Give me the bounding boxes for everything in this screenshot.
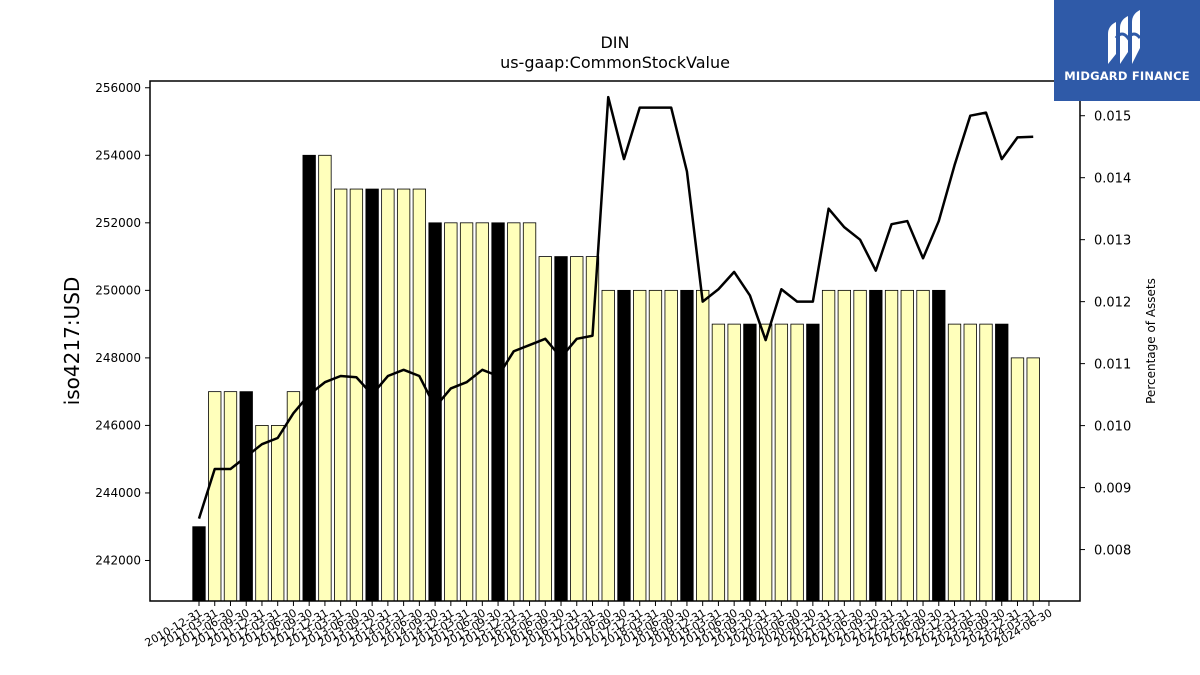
plot-frame [149, 80, 1081, 602]
bar [491, 222, 505, 602]
bar [617, 289, 631, 602]
y-tick-label: 254000 [95, 148, 141, 162]
bar [428, 222, 442, 602]
y-tick-label: 244000 [95, 486, 141, 500]
bar [979, 323, 993, 602]
y2-axis-label: Percentage of Assets [1144, 278, 1158, 404]
brand-logo: MIDGARD FINANCE [1054, 0, 1200, 101]
bar [538, 256, 552, 602]
bar [758, 323, 773, 602]
bar [570, 256, 584, 602]
bar [837, 289, 851, 602]
y2-tick-label: 0.013 [1094, 234, 1131, 249]
bar [412, 188, 427, 602]
bar [554, 256, 568, 602]
bar [696, 289, 710, 602]
chart-title: DIN [600, 33, 629, 52]
y-tick-label: 252000 [95, 216, 141, 230]
bar [743, 323, 757, 602]
bar [995, 323, 1009, 602]
bar [916, 289, 930, 602]
bar [680, 289, 694, 602]
bar [774, 323, 789, 602]
bar [633, 289, 647, 602]
y-axis-label: iso4217:USD [60, 277, 84, 406]
bar [947, 323, 962, 602]
bar [334, 188, 348, 602]
bar [223, 391, 238, 602]
y-tick-label: 242000 [95, 553, 141, 567]
bar [664, 289, 678, 602]
y2-tick-label: 0.010 [1094, 420, 1131, 435]
bar [522, 222, 537, 602]
brand-name: MIDGARD FINANCE [1064, 69, 1190, 83]
y2-tick-label: 0.011 [1094, 358, 1131, 373]
bar [444, 222, 458, 602]
bar [711, 323, 726, 602]
bar [271, 425, 285, 602]
y2-axis: 0.008 0.009 0.010 0.011 0.012 0.013 0.014 0.015 [1080, 110, 1131, 559]
y-axis: 242000 244000 246000 248000 250000 252000 2540… [95, 81, 150, 567]
chart-subtitle: us-gaap:CommonStockValue [500, 53, 730, 72]
bar [601, 289, 615, 602]
bar [1026, 357, 1040, 602]
bar [1010, 357, 1025, 602]
bar [790, 323, 804, 602]
bar [932, 289, 946, 602]
bar [475, 222, 489, 602]
midgard-logo-icon [1108, 10, 1142, 64]
bar [239, 391, 253, 602]
bar [869, 289, 883, 602]
y-tick-label: 248000 [95, 351, 141, 365]
bar [459, 222, 474, 602]
bar [727, 323, 741, 602]
bar [302, 154, 316, 602]
bar [806, 323, 820, 602]
bar [208, 391, 222, 602]
line-series [197, 95, 1034, 519]
y2-tick-label: 0.015 [1094, 110, 1131, 125]
bar-series [192, 154, 1040, 602]
bar [853, 289, 867, 602]
line-path [197, 95, 1034, 519]
y2-tick-label: 0.009 [1094, 482, 1131, 497]
bar [381, 188, 395, 602]
bar [585, 256, 600, 602]
bar [821, 289, 836, 602]
y-tick-label: 256000 [95, 81, 141, 95]
bar [318, 154, 332, 602]
y2-tick-label: 0.012 [1094, 296, 1131, 311]
bar [963, 323, 977, 602]
bar [192, 526, 206, 602]
y2-tick-label: 0.008 [1094, 544, 1131, 559]
bar [648, 289, 663, 602]
bar [507, 222, 521, 602]
bar [900, 289, 914, 602]
bar [255, 425, 269, 602]
y2-tick-label: 0.014 [1094, 172, 1131, 187]
bar [286, 391, 301, 602]
bar [349, 188, 364, 602]
bar [884, 289, 899, 602]
y-tick-label: 250000 [95, 283, 141, 297]
x-axis: 2010-12-312011-03-312011-06-302011-09-30… [143, 601, 1054, 650]
y-tick-label: 246000 [95, 418, 141, 432]
bar [396, 188, 411, 602]
